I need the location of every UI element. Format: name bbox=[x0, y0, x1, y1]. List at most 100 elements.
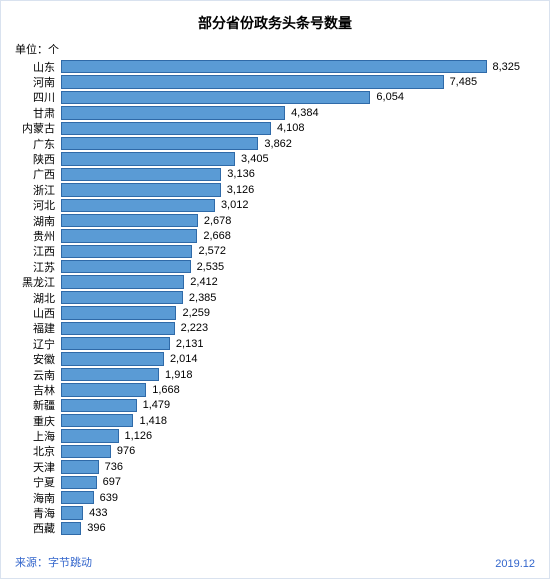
value-label: 2,131 bbox=[176, 338, 204, 350]
category-label: 湖北 bbox=[33, 290, 61, 306]
bar bbox=[61, 122, 271, 135]
bar-row: 辽宁2,131 bbox=[61, 336, 521, 351]
bar-row: 山东8,325 bbox=[61, 59, 521, 74]
bar bbox=[61, 214, 198, 227]
category-label: 山东 bbox=[33, 59, 61, 75]
value-label: 2,572 bbox=[198, 245, 226, 257]
bar-row: 四川6,054 bbox=[61, 90, 521, 105]
chart-frame: 部分省份政务头条号数量 单位：个 山东8,325河南7,485四川6,054甘肃… bbox=[0, 0, 550, 579]
bar-row: 贵州2,668 bbox=[61, 228, 521, 243]
bar bbox=[61, 260, 191, 273]
unit-label: 单位：个 bbox=[1, 33, 549, 59]
bar bbox=[61, 245, 192, 258]
category-label: 黑龙江 bbox=[22, 274, 61, 290]
value-label: 4,108 bbox=[277, 122, 305, 134]
bar-row: 重庆1,418 bbox=[61, 413, 521, 428]
category-label: 辽宁 bbox=[33, 336, 61, 352]
value-label: 3,405 bbox=[241, 153, 269, 165]
bar bbox=[61, 414, 133, 427]
category-label: 贵州 bbox=[33, 228, 61, 244]
source-label: 来源：字节跳动 bbox=[15, 554, 92, 570]
bar-row: 安徽2,014 bbox=[61, 351, 521, 366]
category-label: 北京 bbox=[33, 443, 61, 459]
bar bbox=[61, 275, 184, 288]
value-label: 2,412 bbox=[190, 276, 218, 288]
value-label: 2,014 bbox=[170, 353, 198, 365]
bar bbox=[61, 75, 444, 88]
bar-row: 海南639 bbox=[61, 490, 521, 505]
bar bbox=[61, 229, 197, 242]
value-label: 396 bbox=[87, 522, 105, 534]
chart-title: 部分省份政务头条号数量 bbox=[1, 1, 549, 33]
category-label: 海南 bbox=[33, 490, 61, 506]
bar bbox=[61, 399, 137, 412]
source-name: 字节跳动 bbox=[48, 557, 92, 569]
bar-row: 陕西3,405 bbox=[61, 151, 521, 166]
bar bbox=[61, 168, 221, 181]
bar bbox=[61, 476, 97, 489]
bar-row: 吉林1,668 bbox=[61, 382, 521, 397]
bar bbox=[61, 368, 159, 381]
bar-row: 云南1,918 bbox=[61, 367, 521, 382]
bar-row: 河北3,012 bbox=[61, 198, 521, 213]
value-label: 7,485 bbox=[450, 76, 478, 88]
bar bbox=[61, 460, 99, 473]
value-label: 8,325 bbox=[493, 61, 521, 73]
bar-chart: 山东8,325河南7,485四川6,054甘肃4,384内蒙古4,108广东3,… bbox=[61, 59, 521, 536]
bar-row: 北京976 bbox=[61, 444, 521, 459]
bar-row: 西藏396 bbox=[61, 521, 521, 536]
value-label: 2,259 bbox=[182, 307, 210, 319]
bar bbox=[61, 291, 183, 304]
value-label: 2,535 bbox=[197, 261, 225, 273]
value-label: 6,054 bbox=[376, 91, 404, 103]
bar-row: 山西2,259 bbox=[61, 305, 521, 320]
category-label: 湖南 bbox=[33, 213, 61, 229]
bar bbox=[61, 506, 83, 519]
bar-row: 广东3,862 bbox=[61, 136, 521, 151]
category-label: 陕西 bbox=[33, 151, 61, 167]
value-label: 2,678 bbox=[204, 215, 232, 227]
bar-row: 新疆1,479 bbox=[61, 398, 521, 413]
bar-row: 河南7,485 bbox=[61, 74, 521, 89]
category-label: 内蒙古 bbox=[22, 120, 61, 136]
value-label: 433 bbox=[89, 507, 107, 519]
bar-row: 甘肃4,384 bbox=[61, 105, 521, 120]
category-label: 重庆 bbox=[33, 413, 61, 429]
bar bbox=[61, 306, 176, 319]
value-label: 639 bbox=[100, 492, 118, 504]
value-label: 2,668 bbox=[203, 230, 231, 242]
category-label: 吉林 bbox=[33, 382, 61, 398]
category-label: 福建 bbox=[33, 320, 61, 336]
bar bbox=[61, 152, 235, 165]
bar bbox=[61, 91, 370, 104]
bar bbox=[61, 199, 215, 212]
bar-row: 江西2,572 bbox=[61, 244, 521, 259]
value-label: 1,918 bbox=[165, 369, 193, 381]
value-label: 976 bbox=[117, 445, 135, 457]
bar-row: 江苏2,535 bbox=[61, 259, 521, 274]
bar-row: 湖南2,678 bbox=[61, 213, 521, 228]
bar bbox=[61, 60, 487, 73]
category-label: 新疆 bbox=[33, 397, 61, 413]
bar bbox=[61, 491, 94, 504]
value-label: 697 bbox=[103, 476, 121, 488]
date-label: 2019.12 bbox=[495, 558, 535, 570]
value-label: 1,479 bbox=[143, 399, 171, 411]
value-label: 3,136 bbox=[227, 168, 255, 180]
bar-row: 浙江3,126 bbox=[61, 182, 521, 197]
category-label: 山西 bbox=[33, 305, 61, 321]
category-label: 浙江 bbox=[33, 182, 61, 198]
value-label: 2,385 bbox=[189, 292, 217, 304]
category-label: 甘肃 bbox=[33, 105, 61, 121]
bar-row: 青海433 bbox=[61, 505, 521, 520]
value-label: 3,012 bbox=[221, 199, 249, 211]
value-label: 3,862 bbox=[264, 138, 292, 150]
value-label: 3,126 bbox=[227, 184, 255, 196]
category-label: 上海 bbox=[33, 428, 61, 444]
value-label: 1,668 bbox=[152, 384, 180, 396]
bar bbox=[61, 429, 119, 442]
value-label: 1,418 bbox=[139, 415, 167, 427]
category-label: 广东 bbox=[33, 136, 61, 152]
bar bbox=[61, 337, 170, 350]
value-label: 736 bbox=[105, 461, 123, 473]
